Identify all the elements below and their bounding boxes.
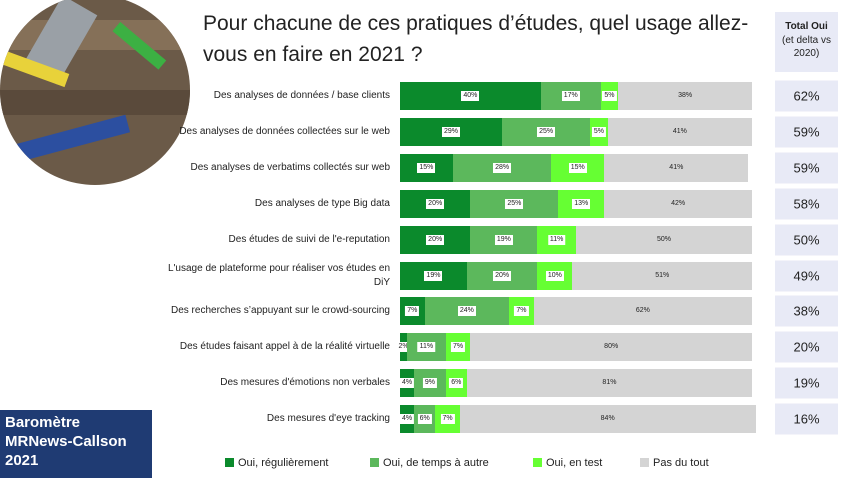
category-label: Des mesures d'eye tracking (266, 413, 390, 425)
category-label: Des analyses de verbatims collectés sur … (190, 161, 390, 173)
bar-segment (459, 405, 756, 434)
value-label: 62% (635, 307, 650, 315)
bar-segment (466, 369, 752, 398)
value-label: 24% (457, 306, 476, 317)
value-label: 51% (655, 271, 670, 279)
category-label: Des recherches s’appuyant sur le crowd-s… (171, 305, 390, 317)
value-label: 25% (537, 126, 556, 137)
legend-item: Oui, régulièrement (225, 456, 329, 470)
value-label: 42% (671, 199, 686, 207)
category-label: Des études de suivi de l'e-reputation (228, 233, 390, 245)
value-label: 13% (572, 198, 591, 209)
value-label: 19% (424, 270, 443, 281)
value-label: 5% (591, 126, 606, 137)
value-label: 50% (656, 235, 672, 243)
total-value: 38% (775, 295, 838, 327)
legend-swatch (225, 458, 234, 467)
value-label: 40% (461, 91, 480, 101)
value-label: 17% (561, 91, 580, 101)
value-label: 29% (442, 126, 461, 137)
category-label: Des analyses de données collectées sur l… (179, 125, 390, 137)
category-label: L'usage de plateforme pour réaliser vos … (167, 262, 390, 288)
value-label: 28% (493, 162, 512, 173)
total-value: 59% (775, 152, 838, 184)
legend-label: Oui, régulièrement (238, 457, 329, 469)
value-label: 38% (678, 92, 693, 99)
bar-segment (576, 225, 752, 254)
total-value: 62% (775, 80, 838, 112)
value-label: 15% (417, 162, 436, 173)
value-label: 4% (399, 414, 415, 425)
total-header-cell: Total Oui (et delta vs 2020) (775, 12, 838, 72)
value-label: 19% (494, 234, 513, 245)
legend-swatch (533, 458, 542, 467)
value-label: 81% (602, 379, 617, 387)
category-label: Des études faisant appel à de la réalité… (179, 341, 390, 353)
value-label: 41% (672, 127, 687, 135)
total-value: 49% (775, 260, 838, 291)
value-label: 7% (451, 342, 466, 353)
total-value: 58% (775, 188, 838, 220)
value-label: 20% (493, 270, 512, 281)
total-value: 16% (775, 403, 838, 435)
legend-label: Oui, en test (546, 457, 603, 469)
total-value: 50% (775, 224, 838, 256)
bar-segment (618, 82, 752, 110)
value-label: 7% (440, 414, 455, 425)
value-label: 5% (602, 91, 617, 101)
legend-label: Oui, de temps à autre (383, 457, 489, 469)
value-label: 84% (600, 415, 615, 423)
legend-swatch (640, 458, 649, 467)
bar-segment (604, 189, 752, 218)
legend-label: Pas du tout (653, 457, 709, 469)
value-label: 9% (422, 378, 437, 389)
total-subheader: (et delta vs 2020) (782, 35, 831, 59)
legend-item: Pas du tout (640, 456, 709, 470)
total-value: 59% (775, 116, 838, 148)
chart-title: Pour chacune de ces pratiques d’études, … (203, 12, 749, 66)
total-value: 19% (775, 367, 838, 399)
value-label: 25% (505, 198, 524, 209)
value-label: 20% (426, 198, 445, 209)
legend-swatch (370, 458, 379, 467)
bar-segment (470, 333, 752, 362)
category-label: Des analyses de type Big data (254, 197, 390, 209)
value-label: 2% (396, 342, 411, 353)
value-label: 20% (426, 234, 445, 245)
bar-segment (607, 117, 752, 146)
total-value: 20% (775, 331, 838, 363)
value-label: 6% (417, 414, 432, 425)
legend-item: Oui, de temps à autre (370, 456, 489, 470)
total-header: Total Oui (785, 21, 828, 32)
value-label: 7% (514, 306, 529, 317)
value-label: 15% (568, 162, 587, 173)
value-label: 80% (604, 343, 619, 351)
badge: Baromètre MRNews-Callson 2021 (0, 410, 152, 478)
value-label: 11% (547, 234, 566, 245)
bar-segment (533, 297, 752, 326)
category-label: Des mesures d'émotions non verbales (220, 377, 390, 389)
legend-item: Oui, en test (533, 456, 602, 470)
photo (0, 0, 190, 185)
value-label: 4% (399, 378, 415, 389)
value-label: 41% (669, 163, 684, 171)
bar-segment (604, 153, 749, 182)
bar-segment (572, 261, 752, 290)
value-label: 7% (405, 306, 420, 317)
value-label: 10% (545, 270, 564, 281)
value-label: 11% (417, 342, 436, 353)
category-label: Des analyses de données / base clients (213, 90, 390, 101)
value-label: 6% (449, 378, 464, 389)
